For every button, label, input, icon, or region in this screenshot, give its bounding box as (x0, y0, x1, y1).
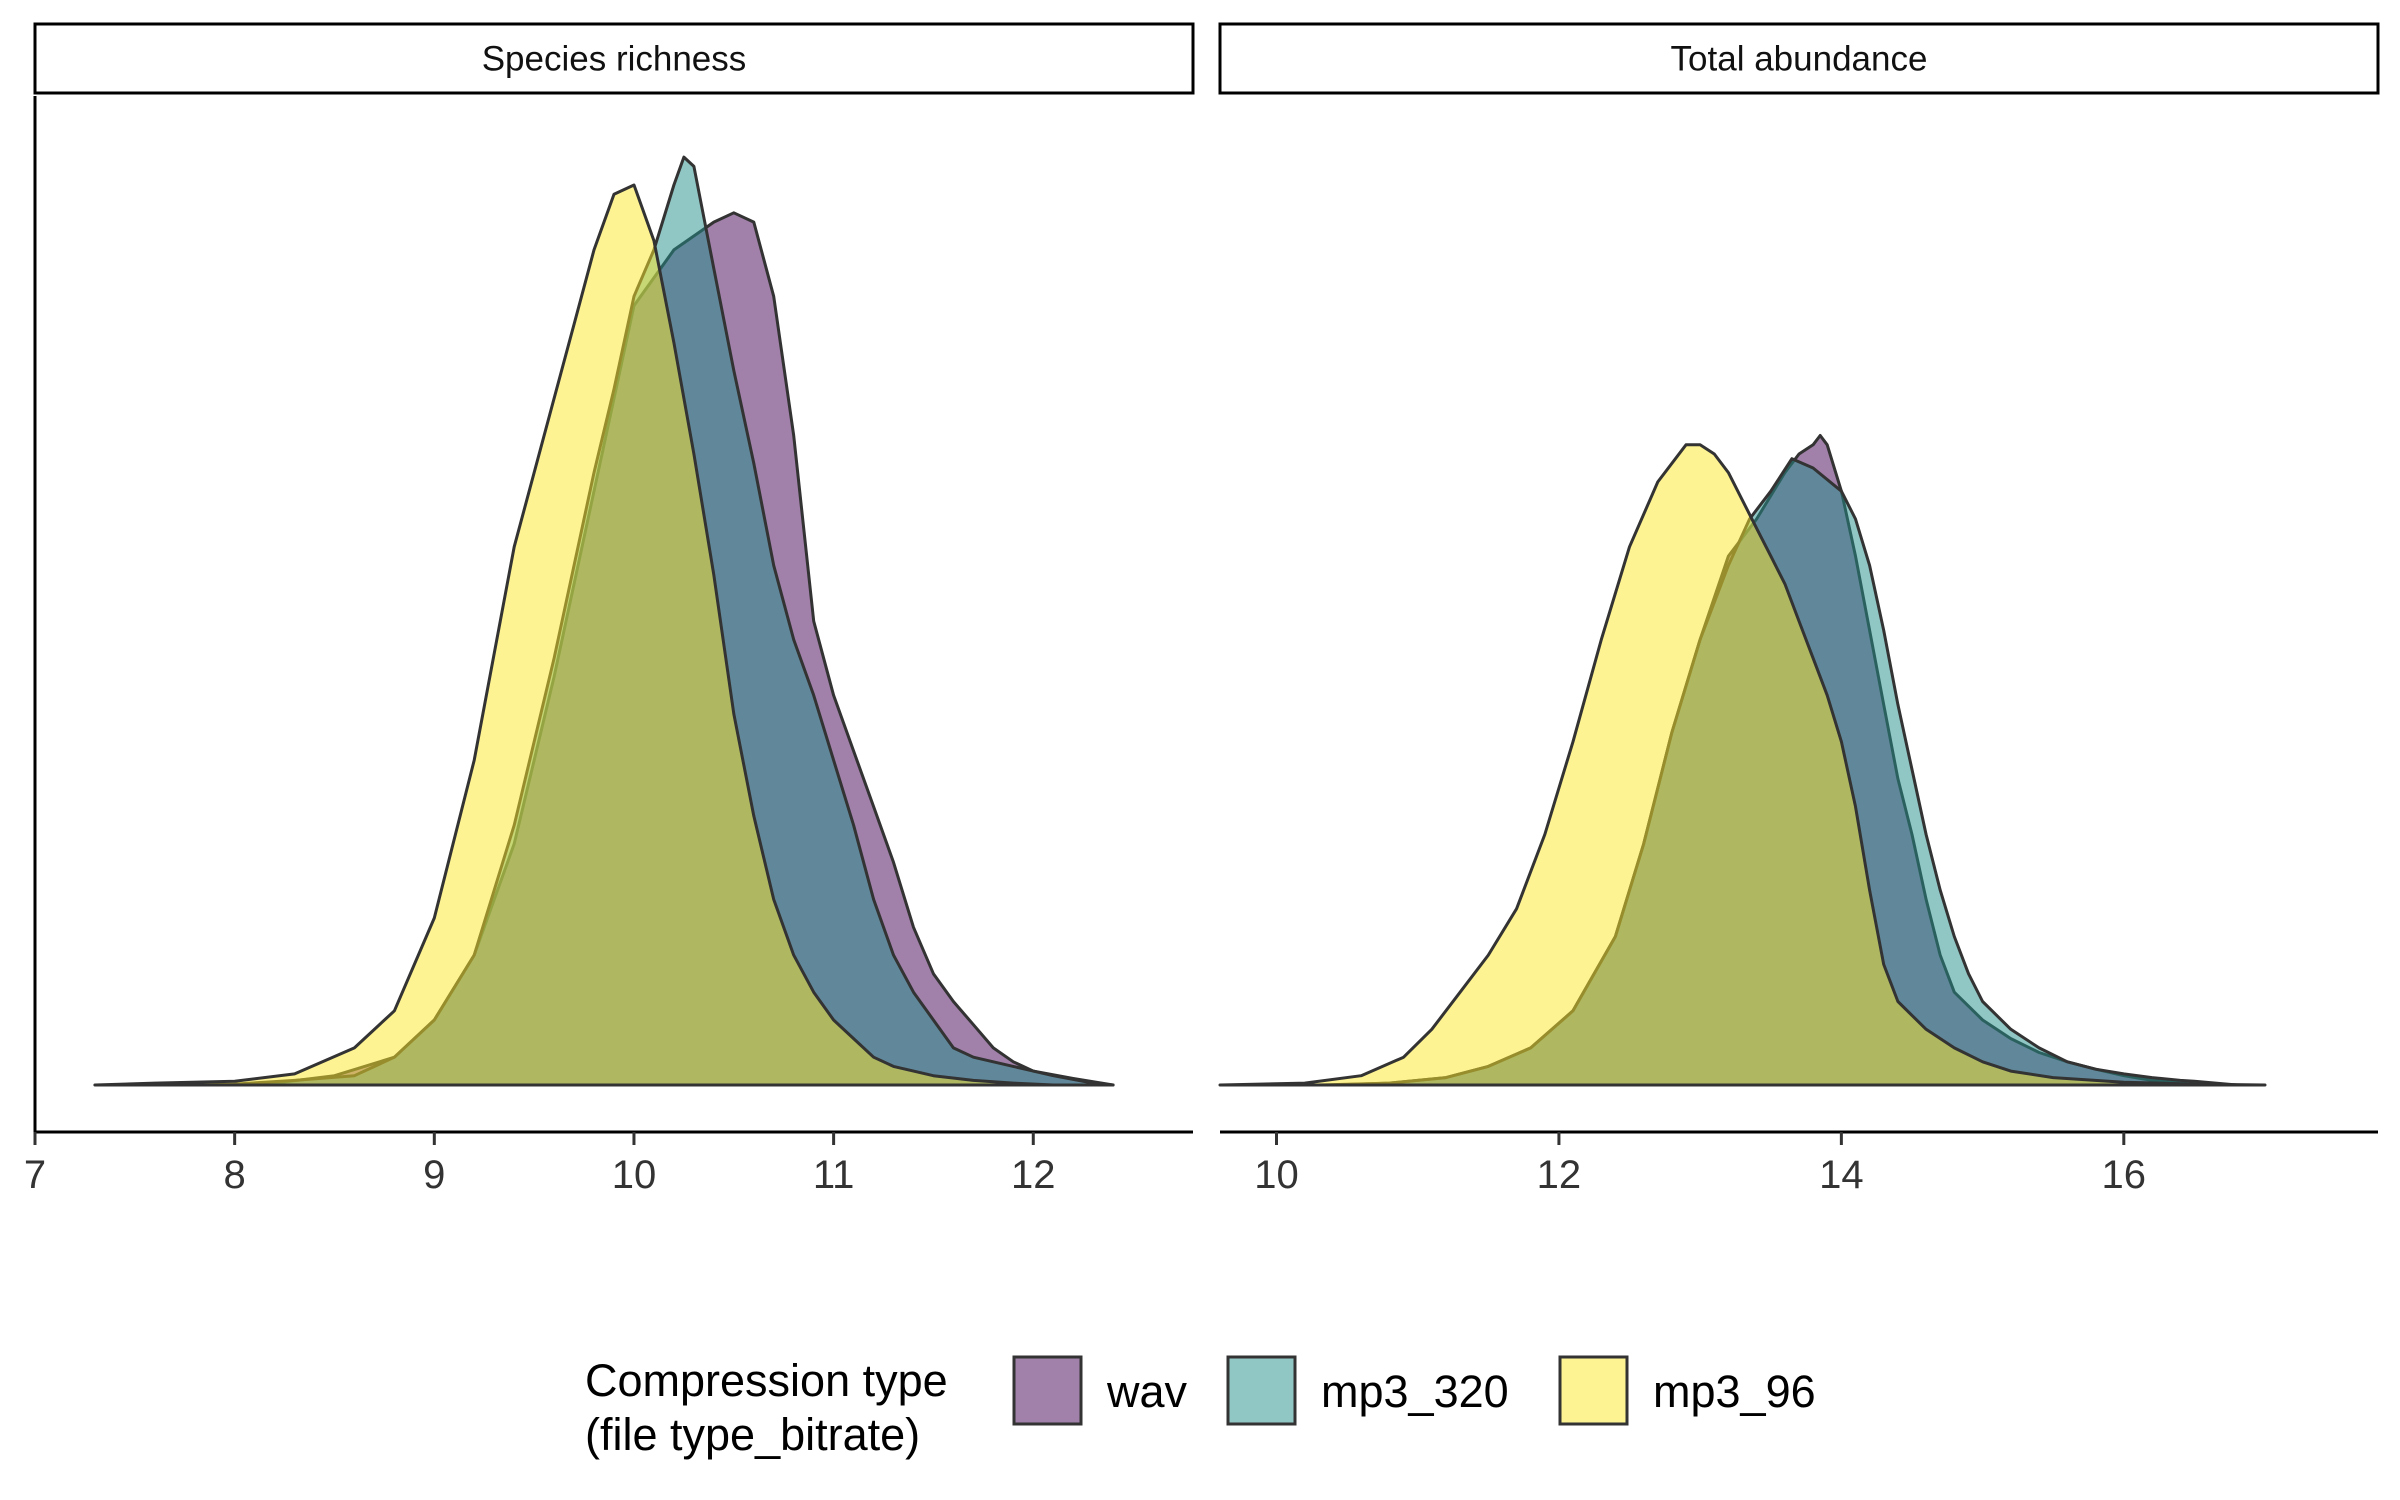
density-areas (1218, 434, 2267, 1087)
legend-title-line-2: (file type_bitrate) (585, 1409, 920, 1460)
x-tick-label: 12 (1011, 1153, 1056, 1197)
x-tick-label: 10 (612, 1153, 657, 1197)
x-tick-label: 7 (24, 1153, 46, 1197)
facet-panel-1: Species richness 7 8 9 10 11 12 (24, 22, 1195, 1197)
legend-entry-mp3-96: mp3_96 (1558, 1355, 1816, 1426)
legend-entries: wav mp3_320 mp3_96 (1012, 1355, 1816, 1426)
facet-panel-2: Total abundance 10 12 14 16 (1218, 22, 2380, 1197)
x-tick-label: 10 (1254, 1153, 1299, 1197)
legend-entry-wav: wav (1012, 1355, 1188, 1426)
legend-entry-label: mp3_320 (1321, 1366, 1509, 1417)
x-tick-label: 8 (224, 1153, 246, 1197)
x-tick-label: 16 (2102, 1153, 2147, 1197)
legend: Compression type (file type_bitrate) wav… (585, 1355, 1816, 1460)
legend-key-swatch (1226, 1355, 1297, 1426)
x-tick-label: 12 (1537, 1153, 1582, 1197)
facet-strip-box (1218, 22, 2380, 95)
facet-strip-label: Species richness (482, 40, 747, 79)
facet-strip-box (33, 22, 1195, 95)
legend-entry-label: wav (1106, 1366, 1188, 1417)
facet-strip-label: Total abundance (1671, 40, 1928, 79)
density-area-mp3-96 (93, 183, 1055, 1087)
legend-key-swatch (1558, 1355, 1629, 1426)
legend-key-swatch (1012, 1355, 1083, 1426)
density-area-mp3-96 (1218, 443, 2267, 1087)
x-tick-label: 14 (1819, 1153, 1864, 1197)
legend-title-line-1: Compression type (585, 1355, 948, 1406)
density-areas (93, 155, 1115, 1087)
legend-entry-mp3-320: mp3_320 (1226, 1355, 1509, 1426)
legend-entry-label: mp3_96 (1653, 1366, 1816, 1417)
x-tick-label: 9 (423, 1153, 445, 1197)
x-tick-label: 11 (813, 1153, 855, 1197)
